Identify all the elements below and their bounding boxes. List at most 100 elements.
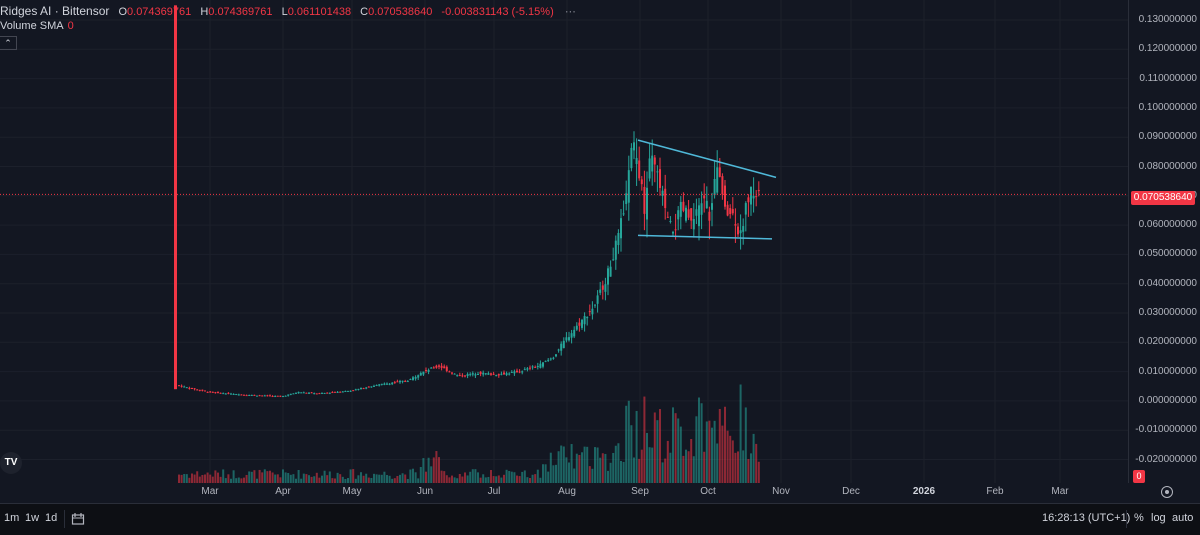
- volume-bar: [508, 470, 511, 483]
- log-toggle[interactable]: log: [1151, 512, 1166, 524]
- volume-bar: [318, 477, 321, 483]
- volume-bar: [222, 469, 225, 483]
- volume-bar: [271, 472, 274, 483]
- price-candle: [204, 390, 206, 392]
- volume-bar: [549, 452, 552, 483]
- volume-bar: [263, 469, 266, 483]
- price-axis[interactable]: 0.130000000 0.120000000 0.110000000 0.10000…: [1128, 0, 1200, 483]
- price-candle: [279, 395, 282, 397]
- price-candle: [315, 393, 318, 395]
- price-candle: [438, 365, 440, 367]
- price-candle: [492, 373, 495, 375]
- volume-bar: [365, 473, 368, 483]
- price-candle: [240, 394, 243, 396]
- volume-value: 0: [67, 20, 74, 32]
- price-candle: [617, 232, 620, 246]
- bottom-toolbar: 1m 1w 1d 16:28:13 (UTC+1) % log auto: [0, 503, 1200, 535]
- volume-bar: [612, 452, 615, 483]
- price-candle: [245, 395, 248, 397]
- price-candle: [396, 381, 399, 383]
- symbol-name[interactable]: Ridges AI · Bittensor: [0, 4, 110, 18]
- close-value: 0.070538640: [368, 6, 433, 18]
- price-candle: [261, 395, 264, 397]
- time-axis[interactable]: Mar Apr May Jun Jul Aug Sep Oct Nov Dec 2026 Feb Mar: [0, 483, 1128, 503]
- volume-bar: [349, 469, 352, 483]
- price-candle: [687, 209, 690, 218]
- settings-icon[interactable]: [1161, 486, 1173, 498]
- price-candle: [487, 373, 490, 375]
- price-candle: [248, 394, 251, 396]
- time-tick-label: Dec: [842, 486, 860, 497]
- price-candle: [401, 380, 404, 382]
- price-candle: [531, 366, 534, 368]
- price-candle: [523, 369, 526, 371]
- price-tick-label: 0.030000000: [1138, 307, 1197, 318]
- timeframe-1d[interactable]: 1d: [45, 512, 58, 524]
- volume-bar: [219, 476, 222, 483]
- volume-bar: [672, 407, 674, 483]
- volume-bar: [323, 470, 326, 483]
- price-candle: [178, 385, 180, 387]
- volume-bar: [487, 476, 490, 483]
- volume-bar: [464, 472, 466, 483]
- more-icon[interactable]: ⋯: [564, 6, 576, 18]
- tradingview-logo[interactable]: TV: [0, 452, 22, 474]
- price-candle: [334, 391, 336, 393]
- volume-bar: [594, 447, 596, 483]
- price-candle: [344, 390, 347, 392]
- price-candle: [183, 386, 186, 388]
- volume-bar: [518, 476, 521, 483]
- price-candle: [744, 203, 747, 215]
- volume-bar: [386, 475, 388, 483]
- price-chart[interactable]: [0, 0, 1128, 483]
- time-tick-label: Feb: [986, 486, 1004, 497]
- calendar-icon[interactable]: [71, 512, 85, 526]
- chart-area[interactable]: Ridges AI · Bittensor O0.074369761 H0.07…: [0, 0, 1128, 483]
- volume-bar: [191, 473, 193, 483]
- percent-toggle[interactable]: %: [1134, 512, 1144, 524]
- volume-bar: [451, 475, 453, 483]
- timeframe-1m[interactable]: 1m: [4, 512, 20, 524]
- volume-label[interactable]: Volume SMA: [0, 20, 64, 32]
- volume-bar: [383, 471, 386, 483]
- price-candle: [305, 392, 308, 394]
- volume-bar: [425, 471, 427, 483]
- timeframe-1w[interactable]: 1w: [25, 512, 40, 524]
- volume-bar: [560, 445, 563, 483]
- price-candle: [188, 387, 191, 389]
- price-candle: [620, 218, 622, 239]
- volume-bar: [258, 469, 261, 483]
- price-tick-label: 0.060000000: [1138, 219, 1197, 231]
- volume-bar: [432, 457, 435, 483]
- price-candle: [230, 393, 232, 395]
- volume-bar: [289, 474, 292, 483]
- collapse-legend-icon[interactable]: ⌃: [0, 36, 17, 50]
- volume-bar: [656, 420, 659, 483]
- volume-bar: [430, 466, 433, 483]
- price-candle: [630, 147, 633, 169]
- volume-bar: [357, 475, 360, 483]
- volume-bar: [214, 470, 217, 483]
- price-candle: [271, 396, 274, 398]
- price-candle: [510, 371, 513, 373]
- volume-bar: [315, 472, 318, 483]
- volume-bar: [292, 474, 295, 483]
- price-candle: [211, 391, 214, 393]
- price-candle: [601, 285, 604, 290]
- price-candle: [386, 383, 388, 385]
- volume-bar: [230, 478, 232, 483]
- price-candle: [474, 374, 477, 376]
- volume-bar: [180, 474, 183, 483]
- volume-bar: [539, 477, 542, 483]
- price-candle: [656, 171, 659, 173]
- price-candle: [633, 142, 635, 151]
- auto-toggle[interactable]: auto: [1172, 512, 1194, 524]
- price-candle: [214, 392, 217, 394]
- time-tick-label: Apr: [275, 486, 291, 497]
- price-candle: [380, 383, 383, 385]
- volume-bar: [622, 461, 625, 483]
- volume-bar: [266, 471, 269, 483]
- volume-bar: [742, 450, 745, 483]
- volume-bar: [204, 474, 206, 483]
- clock-timezone[interactable]: 16:28:13 (UTC+1): [1042, 512, 1131, 524]
